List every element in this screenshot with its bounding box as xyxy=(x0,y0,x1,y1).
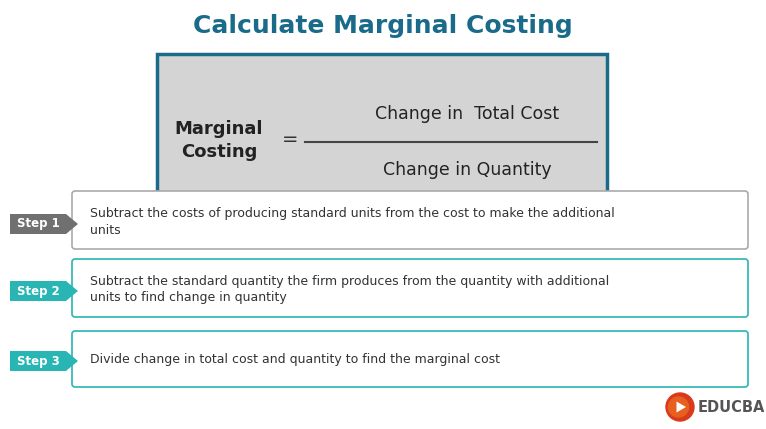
Polygon shape xyxy=(10,281,78,301)
Polygon shape xyxy=(10,351,78,371)
Text: Change in  Total Cost: Change in Total Cost xyxy=(375,105,559,123)
Text: EDUCBA: EDUCBA xyxy=(698,399,765,414)
Text: Change in Quantity: Change in Quantity xyxy=(383,161,552,179)
Polygon shape xyxy=(676,402,686,413)
Polygon shape xyxy=(10,214,78,234)
Text: Marginal: Marginal xyxy=(175,120,264,138)
Circle shape xyxy=(666,393,694,421)
FancyBboxPatch shape xyxy=(72,259,748,317)
Text: Subtract the standard quantity the firm produces from the quantity with addition: Subtract the standard quantity the firm … xyxy=(90,275,609,287)
FancyBboxPatch shape xyxy=(72,191,748,249)
Text: Step 2: Step 2 xyxy=(17,284,60,297)
Text: Step 3: Step 3 xyxy=(17,354,60,368)
Text: Subtract the costs of producing standard units from the cost to make the additio: Subtract the costs of producing standard… xyxy=(90,206,615,220)
Text: =: = xyxy=(282,130,298,149)
Text: Divide change in total cost and quantity to find the marginal cost: Divide change in total cost and quantity… xyxy=(90,353,500,366)
Text: units to find change in quantity: units to find change in quantity xyxy=(90,291,286,305)
Text: Calculate Marginal Costing: Calculate Marginal Costing xyxy=(193,14,573,38)
Text: Costing: Costing xyxy=(181,143,257,161)
FancyBboxPatch shape xyxy=(157,54,607,214)
Text: units: units xyxy=(90,224,120,236)
FancyBboxPatch shape xyxy=(72,331,748,387)
Circle shape xyxy=(669,397,689,417)
Text: Step 1: Step 1 xyxy=(17,218,60,230)
